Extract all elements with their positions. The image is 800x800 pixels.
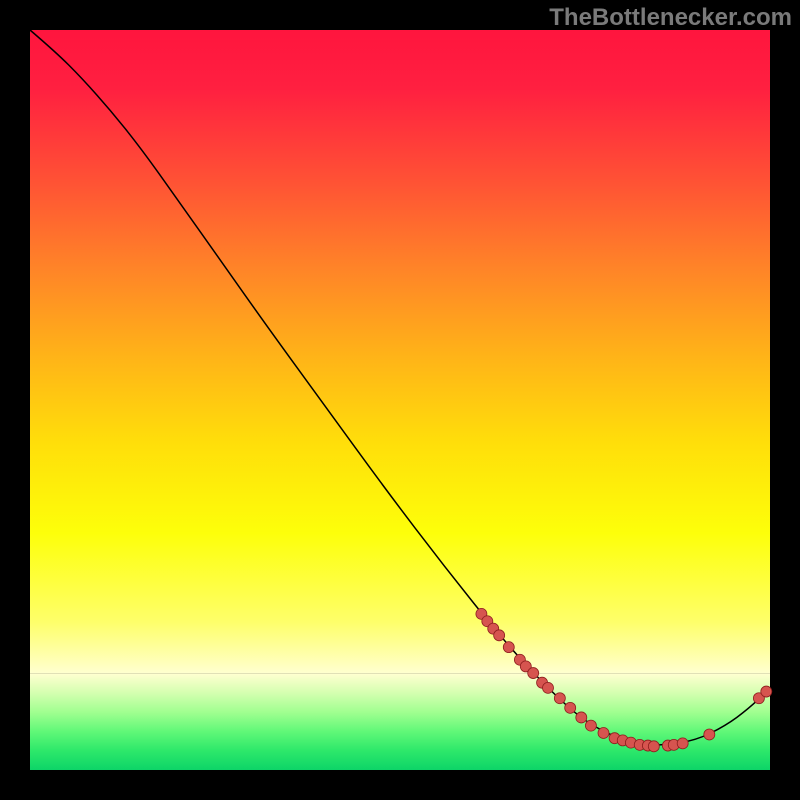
data-marker xyxy=(585,720,596,731)
watermark-text: TheBottlenecker.com xyxy=(549,4,792,32)
data-marker xyxy=(565,702,576,713)
data-marker xyxy=(598,728,609,739)
bottleneck-chart: TheBottlenecker.com xyxy=(0,0,800,800)
data-marker xyxy=(704,729,715,740)
data-marker xyxy=(677,738,688,749)
data-marker xyxy=(648,741,659,752)
data-marker xyxy=(543,682,554,693)
data-marker xyxy=(528,668,539,679)
data-marker xyxy=(761,686,772,697)
data-marker xyxy=(576,712,587,723)
data-marker xyxy=(554,693,565,704)
data-marker xyxy=(494,630,505,641)
data-marker xyxy=(503,642,514,653)
chart-canvas xyxy=(0,0,800,800)
